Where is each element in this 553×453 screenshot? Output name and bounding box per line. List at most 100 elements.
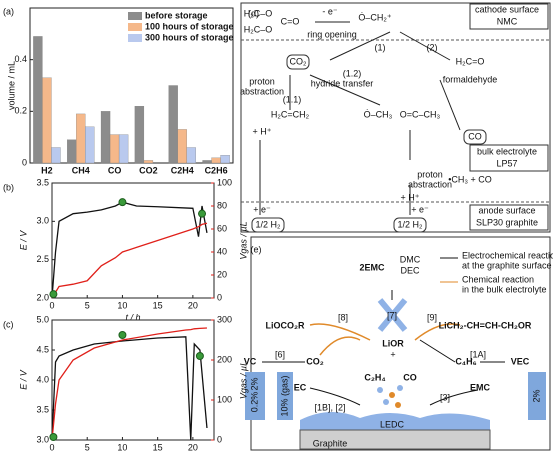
y-tick-label: 3.0	[36, 216, 49, 226]
bar	[100, 111, 111, 164]
bar-box	[277, 372, 293, 420]
x-tick-label: 20	[188, 300, 198, 310]
diagram-label: H₂C=CH₂	[271, 109, 310, 119]
y2-tick-label: 0	[217, 434, 222, 444]
diagram-label: proton	[417, 169, 443, 179]
cross	[377, 298, 408, 332]
legend-swatch	[128, 34, 142, 42]
y-axis-label: E / V	[18, 369, 28, 390]
diagram-label: proton	[249, 76, 275, 86]
box	[286, 54, 310, 70]
marker	[118, 198, 127, 207]
line	[51, 336, 208, 441]
arrows	[309, 323, 461, 356]
diagram-label: LEDC	[380, 419, 405, 429]
y2-axis-label: Vgas / µL	[238, 361, 248, 399]
box	[469, 144, 549, 172]
x-tick-label: 15	[153, 442, 163, 452]
box	[469, 204, 549, 231]
diagram-label: anode surface	[478, 205, 535, 215]
bar	[51, 147, 61, 164]
legend-swatch	[128, 12, 142, 20]
diagram-label: Ȯ–CH₃	[364, 109, 393, 119]
y-axis-label: volume / mL	[6, 61, 16, 110]
marker	[198, 209, 207, 218]
graphite	[299, 429, 491, 450]
diagram-label: LP57	[496, 158, 517, 168]
x-tick-label: CO2	[139, 165, 158, 175]
diagram-label: H₂C–O	[244, 8, 273, 18]
legend-label: 300 hours of storage	[145, 32, 234, 42]
bar	[118, 134, 129, 164]
bar	[109, 134, 120, 164]
y2-tick-label: 300	[217, 314, 232, 324]
diagram-label: 1/2 H₂	[397, 219, 423, 229]
y2-tick-label: 40	[217, 246, 227, 256]
diagram-label: in the bulk electrolyte	[462, 284, 547, 294]
diagram-label: abstraction	[240, 86, 284, 96]
marker	[118, 331, 127, 339]
diagram-label: C₄H₆	[455, 356, 476, 366]
diagram-label: CO	[468, 131, 482, 141]
bar-box	[245, 372, 265, 420]
diagram-label: (e)	[251, 244, 262, 254]
box	[469, 3, 549, 30]
diagram-label: 2%	[531, 389, 541, 402]
diagram-label: cathode surface	[475, 4, 539, 14]
x-tick-label: 5	[85, 442, 90, 452]
y-axis-label: E / V	[18, 230, 28, 251]
y-tick-label: 2.0	[36, 292, 49, 302]
axis	[51, 182, 215, 299]
bar	[33, 36, 43, 164]
diagram-label: (1.2)	[343, 68, 362, 78]
diagram-label: + e⁻	[253, 204, 271, 214]
box	[251, 217, 285, 233]
diagram-label: formaldehyde	[443, 74, 498, 84]
diagram-label: •CH₃ + CO	[448, 174, 492, 184]
bar	[134, 106, 145, 164]
diagram-label: (2)	[427, 42, 438, 52]
bar	[186, 147, 196, 164]
line	[51, 327, 207, 441]
diagram-label: + e⁻	[411, 204, 429, 214]
legend-swatch	[128, 23, 142, 31]
diagram-label: [7]	[387, 310, 397, 320]
y-tick-label: 0	[22, 157, 27, 167]
box	[463, 129, 487, 145]
diagram-label: EC	[294, 382, 307, 392]
y-tick-label: 2.5	[36, 254, 49, 264]
arrows	[262, 290, 505, 406]
diagram-label: LiOR	[382, 338, 404, 348]
panel-d-frame	[240, 2, 551, 233]
diagram-label: VEC	[511, 356, 530, 366]
diagram-label: H₂C–O	[244, 24, 273, 34]
diagram-label: O=C–CH₃	[400, 109, 441, 119]
diagram-label: abstraction	[408, 179, 452, 189]
y2-tick-label: 60	[217, 223, 227, 233]
bar	[143, 160, 154, 164]
y-tick-label: 0.4	[14, 54, 27, 64]
bar	[220, 155, 230, 164]
bar	[42, 77, 52, 164]
x-tick-label: H2	[41, 165, 53, 175]
diagram-label: NMC	[497, 16, 518, 26]
x-tick-label: 10	[117, 442, 127, 452]
y-tick-label: 5.0	[36, 314, 49, 324]
y2-tick-label: 100	[217, 177, 232, 187]
y-tick-label: 4.0	[36, 374, 49, 384]
diagram-label: - e⁻	[322, 6, 338, 16]
diagram-label: (1.1)	[283, 94, 302, 104]
y-tick-label: 3.5	[36, 177, 49, 187]
box	[393, 217, 427, 233]
marker	[195, 352, 204, 360]
marker	[49, 290, 58, 299]
diagram-label: CO₂	[306, 356, 324, 366]
y-tick-label: 3.0	[36, 434, 49, 444]
diagram-label: (1)	[375, 42, 386, 52]
diagram-label: [9]	[427, 312, 437, 322]
x-tick-label: CO	[108, 165, 122, 175]
x-axis-label: t / h	[125, 312, 140, 322]
diagram-label: [3]	[440, 392, 450, 402]
bar	[177, 129, 187, 164]
bubbles	[377, 385, 403, 408]
